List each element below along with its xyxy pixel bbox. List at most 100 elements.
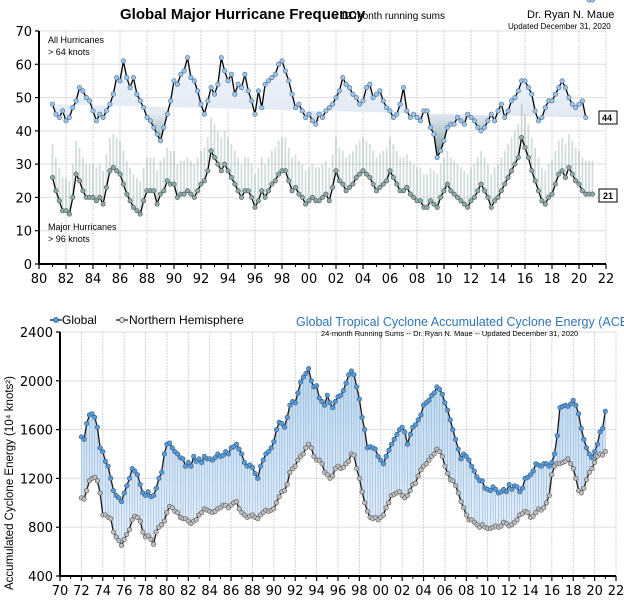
- data-point: [458, 118, 464, 124]
- data-point: [127, 475, 133, 481]
- x-tick-label: 82: [58, 272, 75, 287]
- data-point: [97, 445, 103, 451]
- data-point: [570, 397, 576, 403]
- x-tick-label: 00: [372, 584, 389, 599]
- data-point: [306, 198, 312, 204]
- data-point: [386, 447, 392, 453]
- data-point: [272, 71, 278, 77]
- data-point: [333, 95, 339, 101]
- data-point: [559, 78, 565, 84]
- data-point: [309, 194, 315, 200]
- data-point: [522, 145, 528, 151]
- data-point: [354, 466, 360, 472]
- data-point: [364, 508, 370, 514]
- data-point: [323, 108, 329, 114]
- data-point: [394, 431, 400, 437]
- data-point: [437, 386, 443, 392]
- data-point: [205, 168, 211, 174]
- data-point: [222, 161, 228, 167]
- data-point: [273, 427, 279, 433]
- legend-item-global[interactable]: Global: [50, 313, 97, 327]
- data-point: [303, 445, 309, 451]
- data-point: [589, 455, 595, 461]
- data-point: [338, 392, 344, 398]
- x-tick-label: 16: [517, 272, 534, 287]
- data-point: [245, 188, 251, 194]
- data-point: [583, 115, 589, 121]
- data-point: [235, 188, 241, 194]
- y-tick-label: 40: [15, 125, 32, 140]
- data-point: [53, 111, 59, 117]
- data-point: [423, 461, 429, 467]
- data-point: [121, 536, 127, 542]
- data-point: [600, 452, 606, 458]
- data-point: [295, 457, 301, 463]
- data-point: [570, 466, 576, 472]
- end-label-major-text: 21: [603, 191, 613, 201]
- data-point: [370, 181, 376, 187]
- data-point: [164, 111, 170, 117]
- data-point: [276, 171, 282, 177]
- data-point: [151, 492, 157, 498]
- data-point: [363, 171, 369, 177]
- data-point: [592, 459, 598, 465]
- data-point: [469, 463, 475, 469]
- data-point: [235, 81, 241, 87]
- data-point: [212, 155, 218, 161]
- data-point: [530, 468, 536, 474]
- data-point: [586, 469, 592, 475]
- legend-item-nh[interactable]: Northern Hemisphere: [116, 313, 244, 327]
- data-point: [81, 496, 87, 502]
- data-point: [573, 475, 579, 481]
- data-point: [201, 111, 207, 117]
- data-point: [49, 175, 55, 181]
- data-point: [539, 198, 545, 204]
- data-point: [533, 510, 539, 516]
- data-point: [316, 457, 322, 463]
- data-point: [140, 529, 146, 535]
- data-point: [119, 499, 125, 505]
- data-point: [402, 429, 408, 435]
- data-point: [407, 488, 413, 494]
- data-point: [281, 424, 287, 430]
- data-point: [306, 441, 312, 447]
- top-chart-updated: Updated December 31, 2020: [508, 22, 611, 31]
- y-tick-label: 70: [15, 25, 32, 40]
- data-point: [404, 492, 410, 498]
- data-point: [100, 449, 106, 455]
- data-point: [576, 101, 582, 107]
- data-point: [474, 474, 480, 480]
- data-point: [295, 390, 301, 396]
- data-point: [562, 175, 568, 181]
- data-point: [326, 198, 332, 204]
- data-point: [529, 168, 535, 174]
- data-point: [562, 85, 568, 91]
- data-point: [114, 168, 120, 174]
- data-point: [180, 456, 186, 462]
- data-point: [498, 523, 504, 529]
- x-tick-label: 88: [139, 272, 156, 287]
- top-series-points: [49, 0, 595, 217]
- data-point: [319, 194, 325, 200]
- data-point: [407, 115, 413, 121]
- data-point: [156, 475, 162, 481]
- data-point: [292, 184, 298, 190]
- data-point: [503, 489, 509, 495]
- data-point: [546, 463, 552, 469]
- data-point: [314, 383, 320, 389]
- data-point: [348, 368, 354, 374]
- data-point: [265, 78, 271, 84]
- data-point: [56, 115, 62, 121]
- x-tick-label: 84: [85, 272, 102, 287]
- data-point: [431, 131, 437, 137]
- data-point: [84, 488, 90, 494]
- data-point: [569, 171, 575, 177]
- data-point: [271, 506, 277, 512]
- data-point: [590, 0, 595, 3]
- data-point: [324, 472, 330, 478]
- data-point: [279, 420, 285, 426]
- data-point: [463, 512, 469, 518]
- data-point: [340, 464, 346, 470]
- data-point: [441, 138, 447, 144]
- data-point: [265, 188, 271, 194]
